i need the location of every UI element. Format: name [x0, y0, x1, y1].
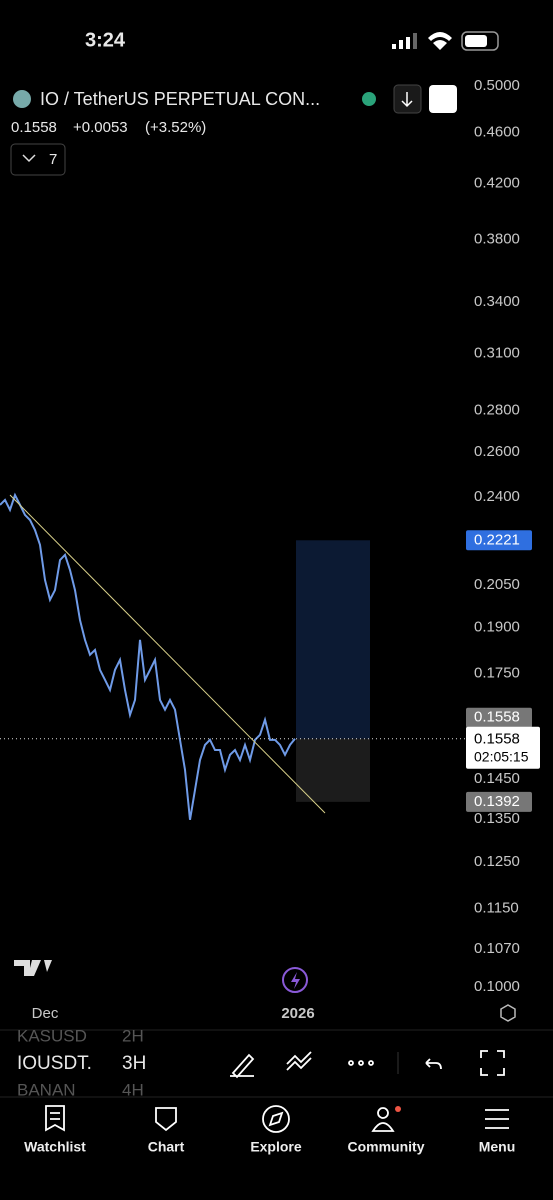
y-tick-label: 0.2050 [474, 576, 520, 593]
y-tick-label: 0.1250 [474, 853, 520, 870]
symbol-item[interactable]: BANAN [17, 1080, 76, 1099]
x-tick-label: 2026 [281, 1005, 314, 1022]
y-tick-label: 0.2600 [474, 443, 520, 460]
interval-item[interactable]: 4H [122, 1080, 144, 1099]
y-tick-label: 0.5000 [474, 77, 520, 94]
tool-icons[interactable] [230, 1050, 505, 1079]
indicators-toggle[interactable] [10, 143, 66, 176]
last-price-label: 0.1558 [474, 731, 520, 748]
settings-icon[interactable] [500, 1004, 516, 1022]
y-tick-label: 0.1750 [474, 665, 520, 682]
y-tick-label: 0.1070 [474, 940, 520, 957]
target-zone [296, 540, 370, 739]
y-tick-label: 0.2800 [474, 402, 520, 419]
interval-item[interactable]: 3H [122, 1053, 146, 1074]
y-tick-label: 0.1900 [474, 619, 520, 636]
tab-label[interactable]: Menu [479, 1139, 516, 1155]
stop-label: 0.1392 [474, 793, 520, 810]
target-label-bg [466, 530, 532, 551]
y-tick-label: 0.1450 [474, 770, 520, 787]
tab-label[interactable]: Chart [148, 1139, 185, 1155]
header-change: +0.0053 [73, 119, 128, 136]
plot: 0.5000 0.4600 0.4200 0.3800 0.3400 0.3100 0.28… [0, 77, 540, 995]
y-tick-label: 0.4600 [474, 124, 520, 141]
y-tick-label: 0.1150 [474, 900, 519, 917]
price-line [0, 492, 296, 820]
market-open-dot [362, 92, 376, 106]
y-tick-label: 0.4200 [474, 175, 520, 192]
y-tick-label: 0.3400 [474, 293, 520, 310]
y-tick-label: 0.3800 [474, 231, 520, 248]
y-tick-label: 0.1000 [474, 978, 520, 995]
status-icons [392, 31, 499, 51]
last-price-bg [466, 726, 540, 769]
lightning-button[interactable] [282, 967, 308, 993]
chevron [22, 154, 36, 163]
tab-label[interactable]: Community [348, 1139, 425, 1155]
symbol-item[interactable]: IOUSDT. [17, 1053, 92, 1074]
download-icon [401, 92, 413, 108]
lightning-icon [291, 972, 300, 989]
entry-label-bg [466, 707, 532, 728]
header-price: 0.1558 [11, 119, 57, 136]
y-tick-label: 0.2400 [474, 488, 520, 505]
entry-label: 0.1558 [474, 709, 520, 726]
tab-label[interactable]: Explore [250, 1139, 302, 1155]
x-tick-label: Dec [32, 1005, 59, 1022]
interval-item[interactable]: 2H [122, 1026, 144, 1045]
tab-icons [45, 1105, 509, 1133]
target-label: 0.2221 [474, 531, 520, 548]
tv-logo [14, 960, 52, 976]
trend-line [9, 494, 326, 814]
symbol-item[interactable]: KASUSD [17, 1026, 87, 1045]
stop-label-bg [466, 791, 532, 812]
status-time: 3:24 [85, 29, 126, 51]
y-tick-label: 0.3100 [474, 345, 520, 362]
header-change-pct: (+3.52%) [145, 119, 206, 136]
symbol-title[interactable]: IO / TetherUS PERPETUAL CON... [40, 89, 320, 109]
countdown: 02:05:15 [474, 748, 529, 764]
indicators-count: 7 [49, 151, 57, 168]
swap-button[interactable] [429, 85, 457, 113]
y-tick-label: 0.1350 [474, 810, 520, 827]
tab-label[interactable]: Watchlist [24, 1139, 86, 1155]
symbol-icon [13, 90, 31, 108]
stop-zone [296, 738, 370, 802]
